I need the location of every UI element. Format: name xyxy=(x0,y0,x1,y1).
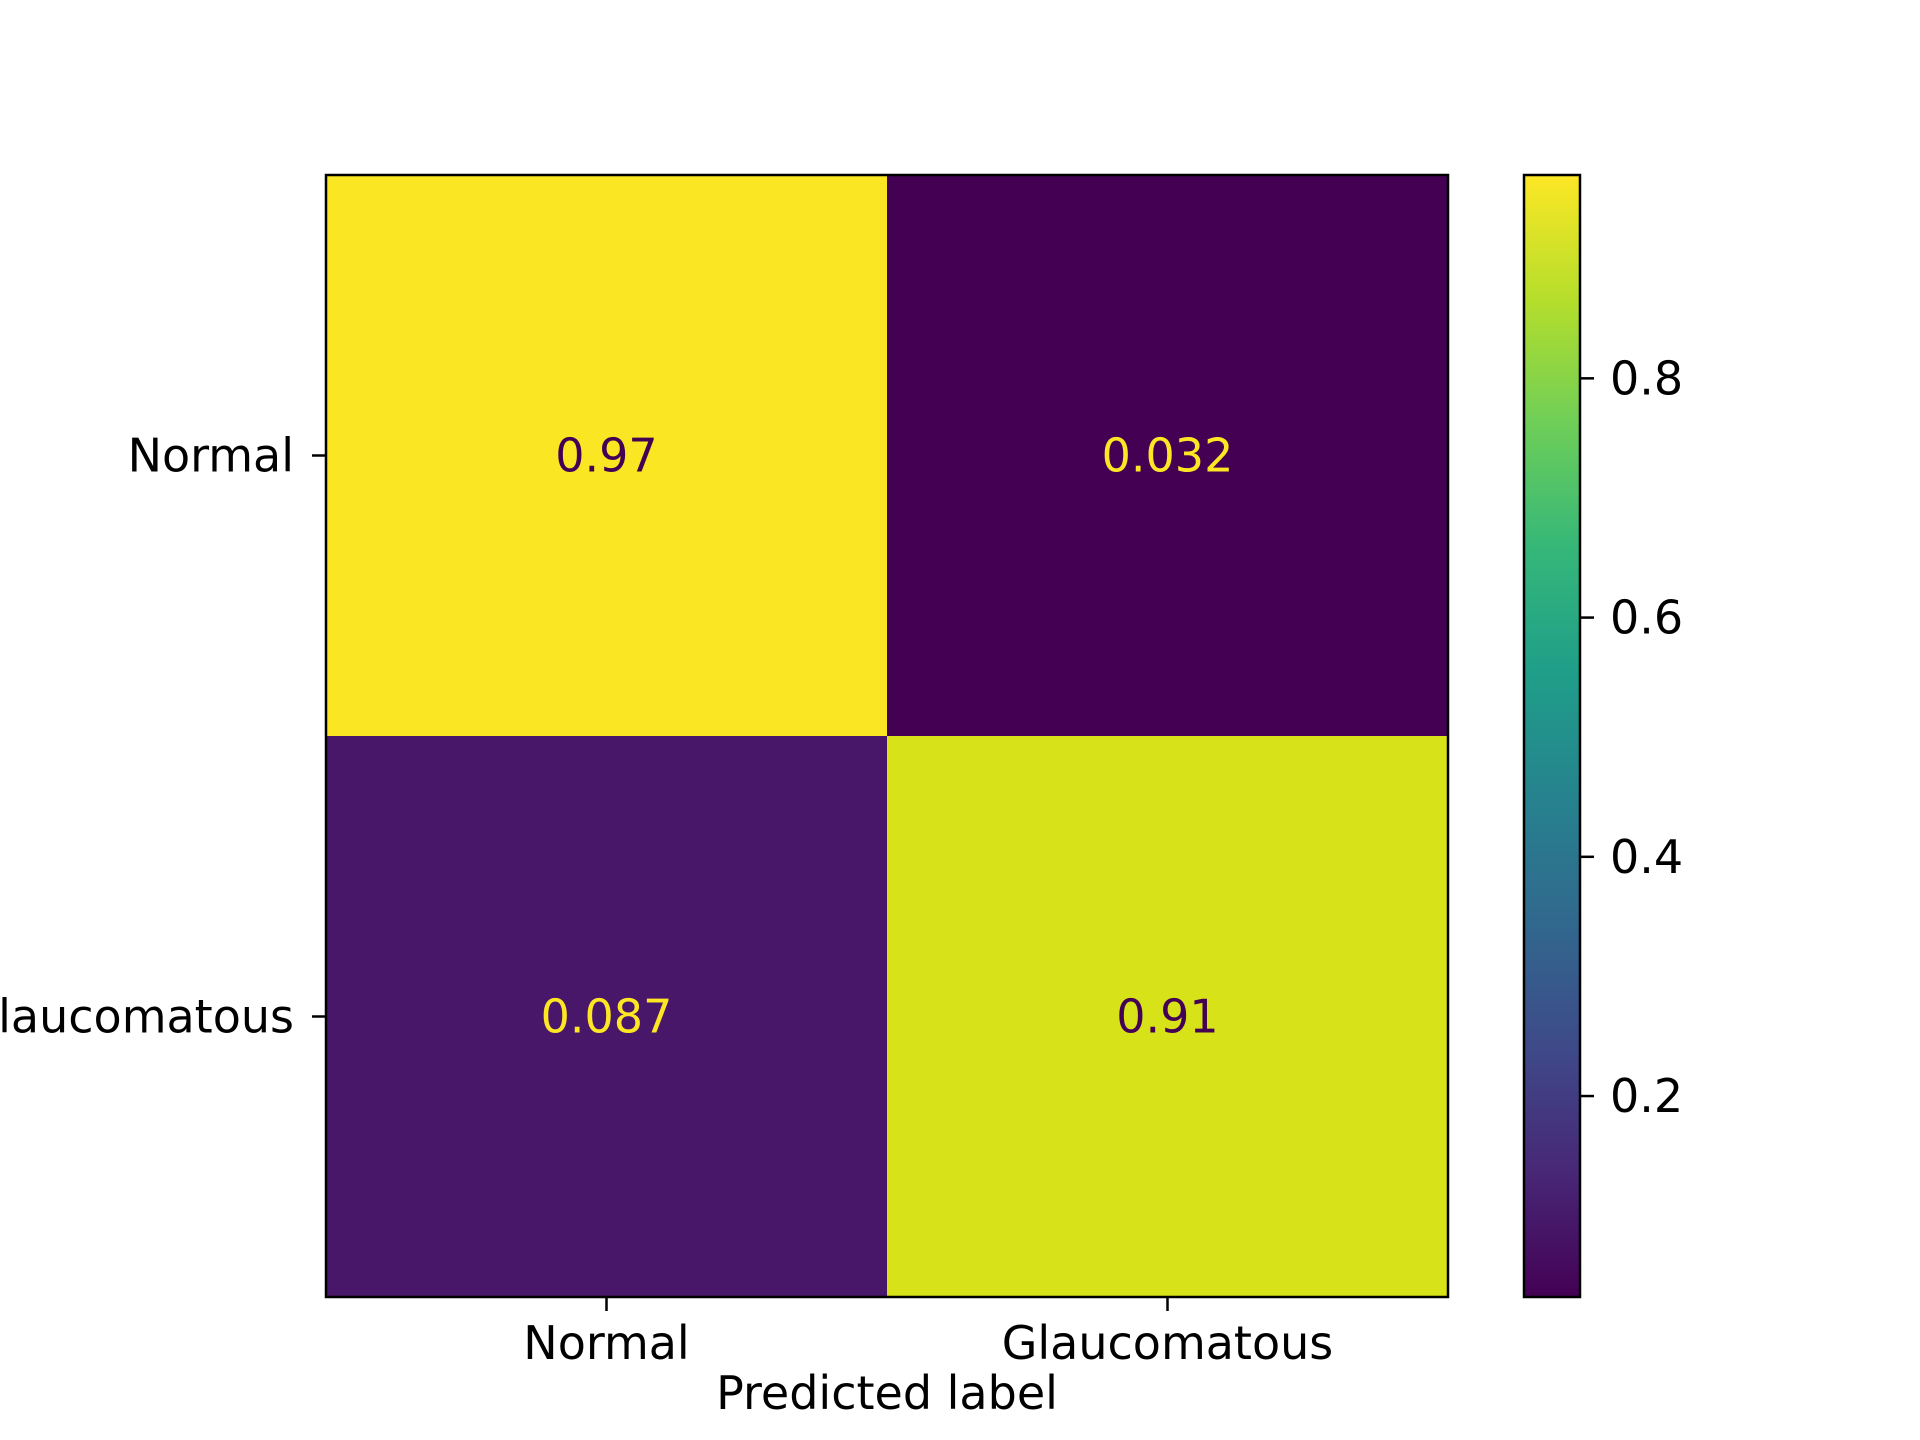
y-tick-label: Glaucomatous xyxy=(0,990,294,1044)
colorbar: 0.2 0.4 0.6 0.8 xyxy=(1522,173,1683,1299)
heatmap-cell xyxy=(887,175,1449,737)
heatmap-cell xyxy=(326,736,888,1298)
colorbar-tick-label: 0.4 xyxy=(1610,830,1683,884)
colorbar-tick-label: 0.6 xyxy=(1610,591,1683,645)
y-tick-label: Normal xyxy=(128,429,294,483)
cell-value-label: 0.087 xyxy=(541,990,673,1044)
x-axis-title: Predicted label xyxy=(716,1366,1058,1420)
heatmap-cells xyxy=(326,175,1449,1298)
plot-frame xyxy=(324,173,1450,1299)
y-axis: Normal Glaucomatous xyxy=(0,429,326,1044)
x-axis: Normal Glaucomatous xyxy=(523,1297,1333,1370)
heatmap-cell-labels: 0.97 0.032 0.087 0.91 xyxy=(541,429,1234,1044)
heatmap-cell xyxy=(326,175,888,737)
cell-value-label: 0.91 xyxy=(1116,990,1218,1044)
colorbar-frame xyxy=(1522,173,1582,1299)
colorbar-tick-label: 0.8 xyxy=(1610,351,1683,405)
x-tick-label: Glaucomatous xyxy=(1002,1316,1334,1370)
colorbar-gradient xyxy=(1524,175,1580,1297)
colorbar-tick-label: 0.2 xyxy=(1610,1069,1683,1123)
x-tick-label: Normal xyxy=(523,1316,689,1370)
cell-value-label: 0.97 xyxy=(555,429,657,483)
cell-value-label: 0.032 xyxy=(1102,429,1234,483)
heatmap-cell xyxy=(887,736,1449,1298)
